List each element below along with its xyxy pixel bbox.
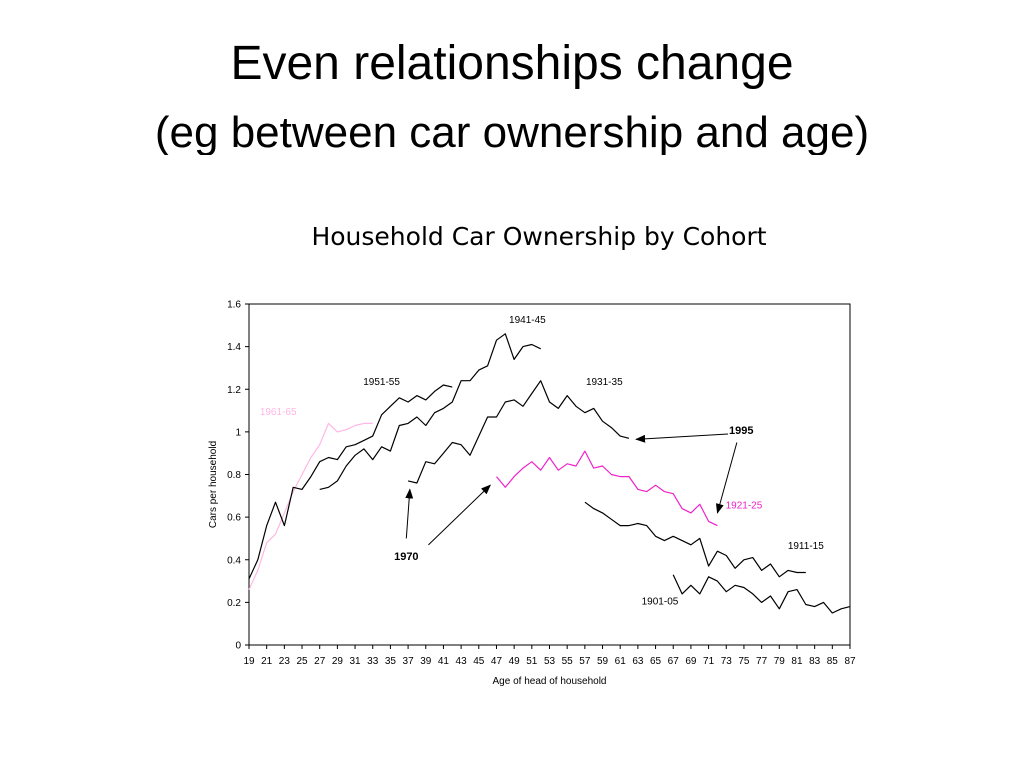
- x-tick-label: 57: [579, 656, 591, 667]
- x-tick-label: 73: [721, 656, 733, 667]
- series-label-1931-35: 1931-35: [586, 377, 623, 388]
- x-tick-label: 53: [544, 656, 556, 667]
- x-tick-label: 61: [615, 656, 627, 667]
- y-axis-title: Cars per household: [208, 441, 219, 528]
- annotation-arrow: [428, 484, 492, 546]
- x-tick-label: 27: [314, 656, 326, 667]
- y-tick-label: 0: [235, 641, 241, 652]
- x-tick-label: 71: [703, 656, 715, 667]
- x-tick-label: 29: [332, 656, 344, 667]
- x-tick-label: 21: [261, 656, 273, 667]
- y-tick-label: 0.8: [227, 470, 241, 481]
- x-tick-label: 69: [685, 656, 697, 667]
- series-line-1961-65: [248, 422, 373, 590]
- x-tick-label: 55: [562, 656, 574, 667]
- x-tick-label: 49: [509, 656, 521, 667]
- y-axis: 0 0.2 0.4 0.6 0.8 1 1.2 1.4 1.6: [227, 300, 249, 652]
- x-tick-label: 79: [774, 656, 786, 667]
- series-label-1961-65: 1961-65: [260, 407, 297, 418]
- x-tick-label: 81: [791, 656, 803, 667]
- series-line-1911-15: [584, 501, 806, 578]
- x-tick-label: 37: [403, 656, 415, 667]
- x-tick-label: 39: [420, 656, 432, 667]
- annotations: 1995 1970: [394, 425, 753, 563]
- annotation-label-1970: 1970: [394, 551, 418, 563]
- y-tick-label: 1: [235, 427, 241, 438]
- x-tick-label: 19: [243, 656, 255, 667]
- x-tick-label: 47: [491, 656, 503, 667]
- x-tick-label: 35: [385, 656, 397, 667]
- series-label-1951-55: 1951-55: [363, 377, 400, 388]
- x-tick-label: 31: [349, 656, 361, 667]
- y-tick-label: 1.4: [227, 342, 241, 353]
- series-label-1941-45: 1941-45: [509, 315, 546, 326]
- x-tick-label: 41: [438, 656, 450, 667]
- x-tick-label: 67: [668, 656, 680, 667]
- x-axis-title: Age of head of household: [493, 676, 607, 687]
- annotation-arrow: [405, 488, 414, 539]
- series-line-1951-55: [248, 384, 453, 580]
- series-line-1901-05: [672, 574, 851, 614]
- y-tick-label: 1.2: [227, 385, 241, 396]
- x-tick-label: 23: [279, 656, 291, 667]
- x-tick-label: 33: [367, 656, 379, 667]
- x-tick-label: 75: [738, 656, 750, 667]
- series-label-1901-05: 1901-05: [642, 597, 679, 608]
- y-tick-label: 0.2: [227, 598, 241, 609]
- x-tick-label: 85: [827, 656, 839, 667]
- x-tick-label: 59: [597, 656, 609, 667]
- x-tick-label: 83: [809, 656, 821, 667]
- x-tick-label: 63: [632, 656, 644, 667]
- y-tick-label: 1.6: [227, 300, 241, 311]
- series-labels: 1961-65 1951-55 1941-45 1931-35 1921-25 1911-…: [260, 315, 824, 607]
- plot-area: [248, 303, 851, 646]
- y-tick-label: 0.6: [227, 513, 241, 524]
- y-tick-label: 0.4: [227, 555, 241, 566]
- x-tick-label: 43: [456, 656, 468, 667]
- x-tick-label: 51: [526, 656, 538, 667]
- chart-title: Household Car Ownership by Cohort: [311, 222, 767, 251]
- x-tick-label: 77: [756, 656, 768, 667]
- annotation-arrow: [715, 442, 738, 514]
- series-line-1931-35: [407, 380, 630, 484]
- series-label-1921-25: 1921-25: [726, 501, 763, 512]
- series-line-1941-45: [319, 333, 541, 490]
- x-tick-label: 25: [296, 656, 308, 667]
- slide-title: Even relationships change: [230, 37, 794, 90]
- series-lines: [248, 333, 851, 614]
- x-tick-label: 65: [650, 656, 662, 667]
- x-axis: 19 21 23 25 27 29 31 33 35 37 39 41 43 45 47 49 51 53 55 57…: [243, 645, 856, 667]
- slide-subtitle: (eg between car ownership and age): [154, 111, 870, 155]
- x-tick-label: 45: [473, 656, 485, 667]
- series-line-1921-25: [496, 450, 718, 527]
- annotation-arrow: [635, 433, 729, 443]
- series-label-1911-15: 1911-15: [788, 541, 824, 552]
- x-tick-label: 87: [844, 656, 856, 667]
- annotation-label-1995: 1995: [729, 425, 753, 437]
